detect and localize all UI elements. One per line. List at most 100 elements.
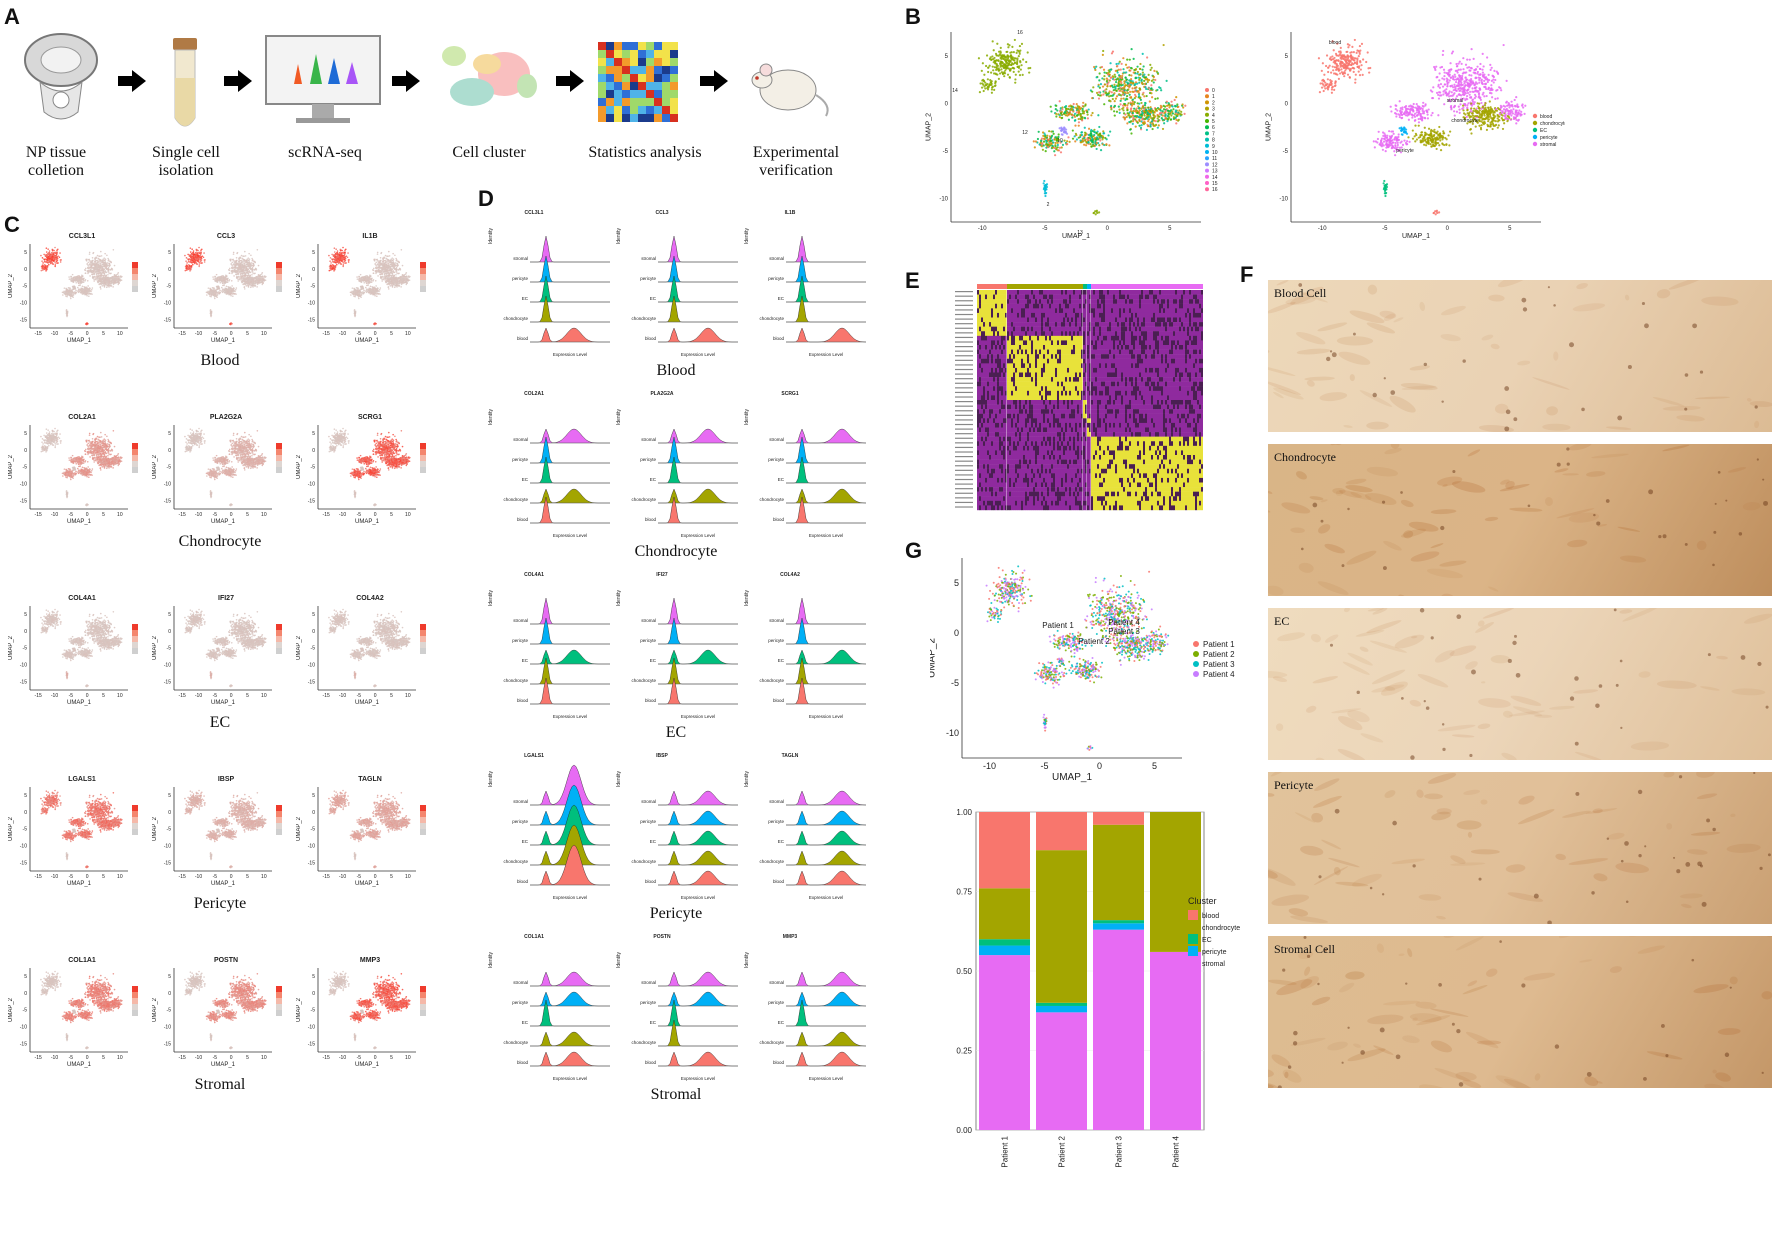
umap-point	[1103, 71, 1106, 74]
umap-point	[98, 271, 100, 274]
umap-point	[1473, 101, 1476, 104]
heat-cell	[630, 82, 638, 90]
umap-point	[96, 272, 99, 275]
umap-point	[991, 55, 994, 58]
umap-point	[1076, 109, 1080, 112]
umap-point	[1095, 76, 1098, 79]
umap-point	[191, 263, 194, 266]
heatmap-thumbnail	[598, 42, 678, 122]
umap-point	[1054, 154, 1057, 157]
umap-point	[1461, 74, 1464, 78]
umap-point	[1175, 122, 1178, 125]
umap-point	[1450, 84, 1454, 87]
umap-point	[1084, 133, 1087, 137]
heat-cell	[646, 114, 654, 122]
umap-point	[85, 259, 88, 262]
umap-point	[198, 246, 200, 249]
umap-point	[104, 261, 107, 263]
colorbar-segment	[132, 268, 138, 274]
umap-point	[1501, 127, 1505, 131]
umap-point	[1476, 109, 1479, 113]
umap-point	[1063, 131, 1066, 134]
umap-point	[95, 277, 97, 280]
umap-point	[1342, 72, 1345, 75]
umap-point	[1455, 62, 1458, 66]
umap-point	[1182, 106, 1185, 109]
umap-point	[251, 266, 254, 269]
umap-point	[54, 262, 57, 264]
umap-point	[1007, 46, 1010, 49]
umap-point	[1432, 211, 1435, 215]
umap-point	[1486, 56, 1489, 59]
umap-point	[1493, 110, 1496, 113]
legend-label: 16	[1212, 187, 1218, 193]
umap-point	[1410, 105, 1413, 108]
umap-point	[1016, 58, 1019, 62]
umap-point	[1430, 114, 1433, 117]
umap-point	[1386, 134, 1389, 137]
umap-point	[1131, 98, 1135, 101]
umap-point	[1350, 51, 1353, 54]
umap-point	[1093, 133, 1096, 137]
umap-point	[1133, 68, 1136, 72]
umap-point	[1130, 102, 1133, 105]
umap-point	[1346, 54, 1349, 57]
umap-point	[1040, 139, 1043, 142]
umap-point	[237, 280, 239, 282]
umap-point	[1458, 108, 1461, 111]
y-tick-label: -10	[1279, 196, 1288, 202]
heat-cell	[654, 106, 662, 114]
umap-point	[1496, 120, 1500, 123]
x-tick-label: 0	[86, 331, 89, 337]
umap-point	[1448, 144, 1451, 147]
umap-point	[1126, 109, 1129, 112]
colorbar-segment	[132, 286, 138, 292]
umap-point	[1012, 70, 1015, 73]
umap-point	[1487, 73, 1490, 76]
umap-point	[1110, 52, 1114, 55]
umap-point	[1130, 107, 1133, 110]
umap-point	[89, 261, 91, 263]
umap-point	[1050, 136, 1053, 139]
umap-point	[1437, 97, 1441, 100]
umap-point	[1504, 109, 1507, 113]
umap-point	[1059, 107, 1062, 110]
legend-swatch	[1205, 162, 1209, 167]
umap-point	[1470, 132, 1473, 135]
umap-point	[96, 259, 99, 262]
umap-point	[200, 256, 202, 259]
umap-point	[1467, 114, 1470, 117]
umap-point	[1142, 110, 1145, 113]
umap-point	[1067, 113, 1070, 116]
umap-point	[1368, 71, 1371, 74]
umap-point	[1320, 69, 1323, 72]
umap-point	[1438, 94, 1442, 97]
umap-point	[62, 294, 64, 296]
umap-point	[84, 286, 86, 289]
umap-point	[1103, 89, 1106, 92]
umap-point	[80, 288, 83, 291]
umap-point	[1398, 127, 1401, 130]
umap-point	[1348, 68, 1352, 71]
umap-point	[1122, 68, 1125, 71]
umap-point	[1018, 52, 1021, 55]
umap-point	[1489, 63, 1492, 66]
umap-point	[75, 289, 77, 292]
umap-point	[1099, 139, 1102, 142]
umap-point	[1327, 66, 1330, 69]
umap-point	[68, 292, 71, 295]
heat-cell	[654, 42, 662, 50]
umap-point	[1446, 73, 1450, 76]
umap-point	[96, 275, 99, 278]
umap-point	[1324, 84, 1327, 87]
umap-point	[102, 271, 105, 274]
umap-point	[1116, 84, 1119, 88]
heat-cell	[598, 90, 606, 98]
umap-point	[87, 258, 90, 261]
umap-point	[1318, 90, 1322, 94]
y-tick-label: -5	[943, 149, 949, 155]
umap-point	[1164, 109, 1167, 113]
umap-point	[1044, 194, 1047, 198]
umap-point	[196, 253, 199, 256]
umap-point	[82, 281, 85, 283]
